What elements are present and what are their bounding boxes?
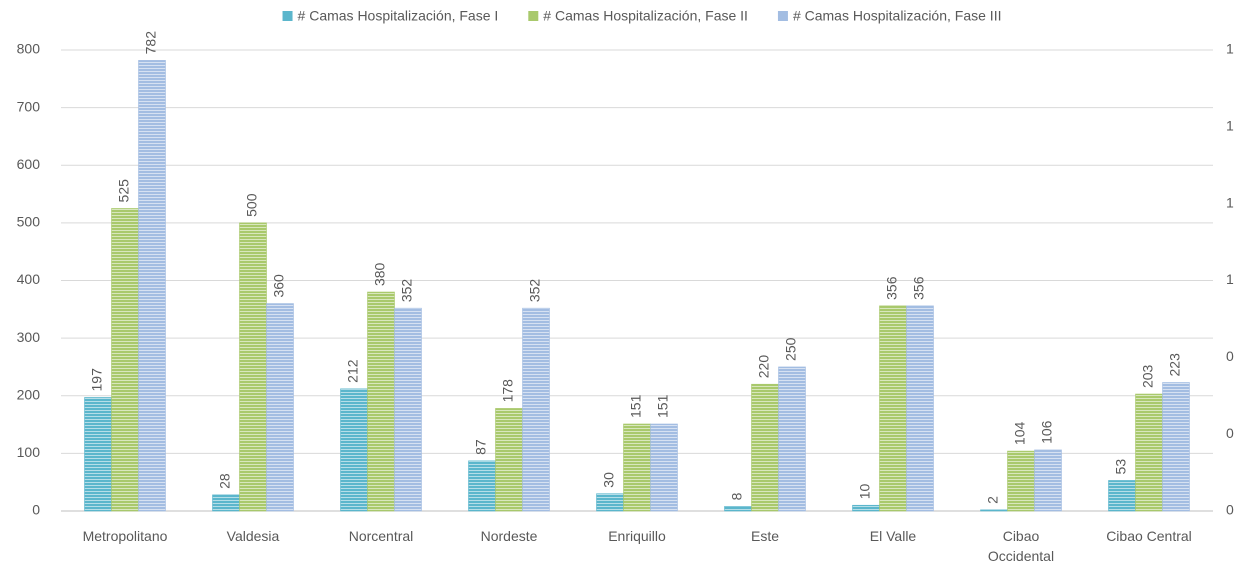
- y2-tick-label: 1: [1226, 118, 1234, 134]
- data-label: 500: [244, 193, 260, 217]
- data-label: 782: [143, 31, 159, 55]
- bar: [394, 307, 422, 512]
- legend-swatch: [282, 11, 293, 21]
- y-tick-label: 700: [17, 98, 41, 114]
- legend-label: # Camas Hospitalización, Fase I: [298, 8, 499, 24]
- y-tick-label: 500: [17, 214, 41, 230]
- y-tick-label: 400: [17, 271, 41, 287]
- y-tick-label: 600: [17, 156, 41, 172]
- x-tick-label: Enriquillo: [608, 528, 666, 544]
- bar: [778, 366, 806, 512]
- bar: [980, 509, 1008, 512]
- bar: [367, 291, 395, 512]
- data-label: 356: [911, 276, 927, 300]
- bar: [1034, 449, 1062, 512]
- data-label: 10: [857, 483, 873, 499]
- legend-label: # Camas Hospitalización, Fase III: [793, 8, 1002, 24]
- bar: [1162, 382, 1190, 512]
- data-label: 151: [655, 394, 671, 418]
- x-tick-label: Norcentral: [348, 528, 414, 544]
- x-tick-label: Valdesia: [226, 528, 280, 544]
- x-tick-label: Cibao Central: [1106, 528, 1192, 544]
- data-label: 356: [884, 276, 900, 300]
- bar: [650, 423, 678, 512]
- bar: [138, 60, 166, 512]
- bar: [906, 305, 934, 512]
- bar: [852, 504, 880, 512]
- data-label: 220: [756, 355, 772, 379]
- x-tick-label: Metropolitano: [82, 528, 168, 544]
- legend-item: # Camas Hospitalización, Fase III: [777, 8, 1002, 24]
- bar: [495, 408, 523, 512]
- y-tick-label: 800: [17, 41, 41, 57]
- data-label: 212: [345, 359, 361, 383]
- y2-tick-label: 0: [1226, 502, 1234, 518]
- bar: [522, 307, 550, 512]
- data-label: 106: [1039, 420, 1055, 444]
- legend-swatch: [777, 11, 788, 21]
- data-label: 250: [783, 337, 799, 361]
- data-label: 203: [1140, 364, 1156, 388]
- data-label: 352: [527, 279, 543, 303]
- y-tick-label: 100: [17, 444, 41, 460]
- legend-swatch: [528, 11, 539, 21]
- x-tick-label: Nordeste: [480, 528, 538, 544]
- bar: [1108, 480, 1136, 512]
- y2-tick-label: 1: [1226, 41, 1234, 57]
- bar: [623, 423, 651, 512]
- data-label: 223: [1167, 353, 1183, 377]
- bar: [751, 383, 779, 512]
- data-label: 380: [372, 262, 388, 286]
- y-tick-label: 300: [17, 329, 41, 345]
- data-label: 352: [399, 279, 415, 303]
- bar: [212, 494, 240, 512]
- legend-item: # Camas Hospitalización, Fase II: [528, 8, 748, 24]
- x-tick-label: Este: [750, 528, 779, 544]
- bar: [724, 506, 752, 512]
- x-tick-label: Cibao Occidental: [987, 528, 1055, 564]
- bar: [266, 303, 294, 512]
- data-label: 151: [628, 394, 644, 418]
- data-label: 30: [601, 472, 617, 488]
- y2-tick-label: 0: [1226, 348, 1234, 364]
- y2-tick-label: 1: [1226, 194, 1234, 210]
- data-label: 360: [271, 274, 287, 298]
- data-label: 28: [217, 473, 233, 489]
- legend-item: # Camas Hospitalización, Fase I: [282, 8, 499, 24]
- legend-label: # Camas Hospitalización, Fase II: [543, 8, 748, 24]
- y2-tick-label: 1: [1226, 271, 1234, 287]
- data-label: 525: [116, 179, 132, 203]
- data-label: 104: [1012, 421, 1028, 445]
- bar: [1007, 450, 1035, 512]
- data-label: 197: [89, 368, 105, 392]
- data-label: 53: [1113, 459, 1129, 475]
- data-label: 87: [473, 439, 489, 455]
- y-tick-label: 0: [32, 502, 40, 518]
- bar: [239, 222, 267, 512]
- bar: [468, 460, 496, 512]
- bar: [111, 208, 139, 512]
- x-tick-label: El Valle: [869, 528, 917, 544]
- y-tick-label: 200: [17, 386, 41, 402]
- bar: [879, 305, 907, 512]
- bar: [1135, 393, 1163, 512]
- data-label: 2: [985, 496, 1001, 504]
- data-label: 8: [729, 492, 745, 500]
- bar: [340, 388, 368, 512]
- data-label: 178: [500, 379, 516, 403]
- y2-tick-label: 0: [1226, 425, 1234, 441]
- bar: [596, 493, 624, 512]
- bar: [84, 397, 112, 512]
